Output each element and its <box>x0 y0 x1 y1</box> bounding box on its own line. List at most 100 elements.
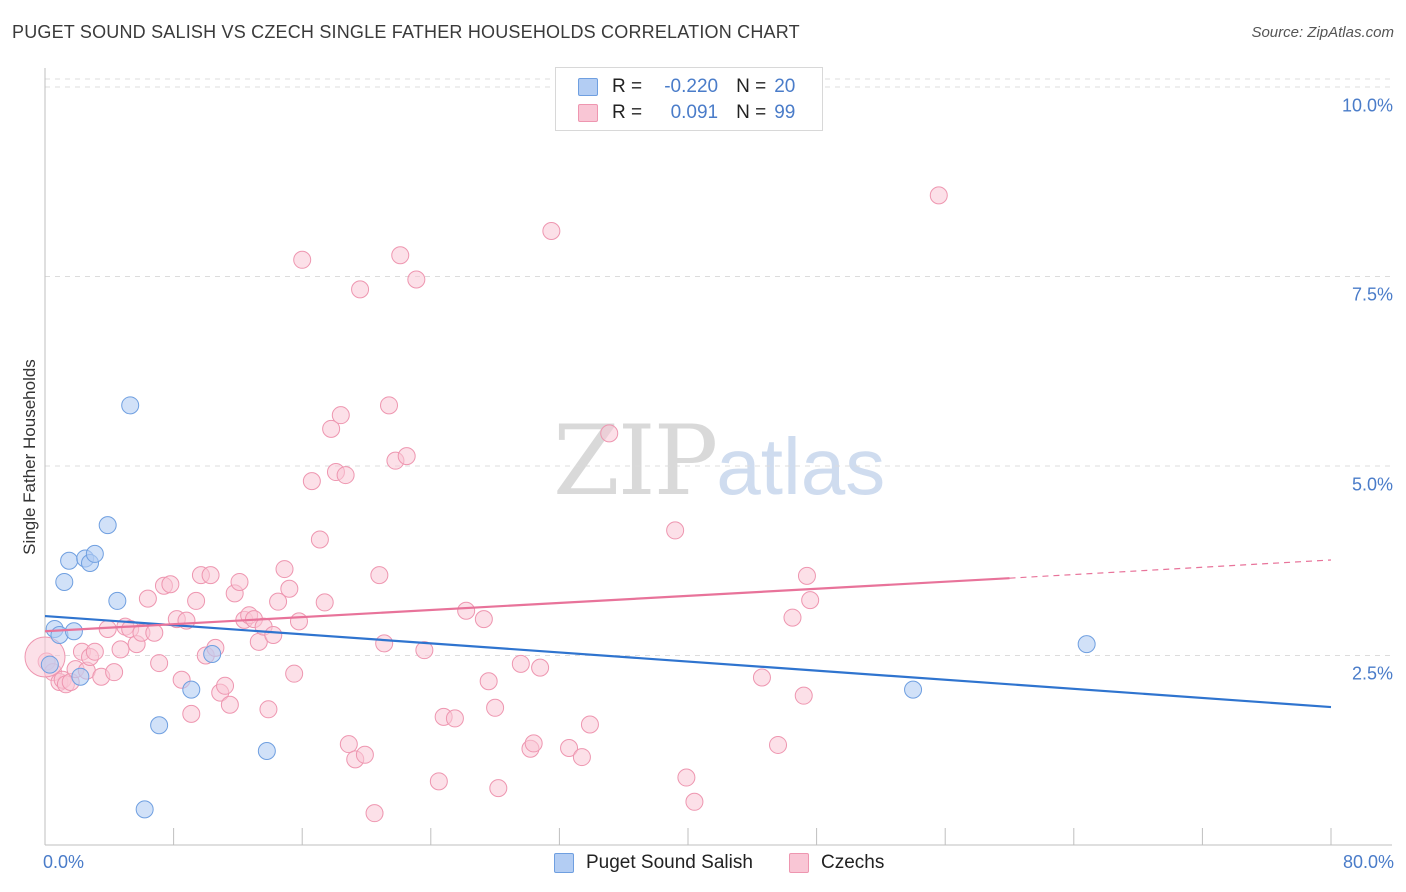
puget-sound-salish-point <box>121 396 140 415</box>
legend-n-label: N = <box>736 76 767 97</box>
x-tick-label-max: 80.0% <box>1342 852 1394 872</box>
y-tick-label: 10.0% <box>1341 95 1393 116</box>
czechs-point <box>216 676 235 695</box>
legend-row-puget-sound-salish: R = -0.220 N = 20 <box>578 75 795 99</box>
czechs-point <box>600 424 619 443</box>
czechs-point <box>685 792 704 811</box>
czechs-point <box>365 804 384 823</box>
czechs-point <box>391 246 410 265</box>
puget-sound-salish-trend-line <box>44 614 1332 709</box>
bottom-legend-swatch-pink <box>789 853 809 873</box>
puget-sound-salish-point <box>182 680 201 699</box>
czechs-point <box>145 623 164 642</box>
czechs-point <box>289 612 308 631</box>
czechs-point <box>293 250 312 269</box>
watermark-zip: ZIP <box>553 405 718 517</box>
czechs-point <box>315 593 334 612</box>
czechs-point <box>489 779 508 798</box>
czechs-point <box>302 472 321 491</box>
czechs-point <box>182 704 201 723</box>
czechs-point <box>339 735 358 754</box>
czechs-point <box>407 270 426 289</box>
puget-sound-salish-point <box>40 655 59 674</box>
puget-sound-salish-point <box>108 591 127 610</box>
chart-title: PUGET SOUND SALISH VS CZECH SINGLE FATHE… <box>12 22 800 42</box>
czechs-point <box>264 626 283 645</box>
trend-lines <box>44 559 1332 709</box>
czechs-point <box>336 466 355 485</box>
legend-r-label: R = <box>612 76 643 97</box>
czechs-point <box>666 521 685 540</box>
czechs-point <box>322 419 341 438</box>
czechs-point <box>794 686 813 705</box>
legend-swatch-pink <box>578 104 598 122</box>
puget-sound-salish-points <box>40 396 1096 819</box>
czechs-point <box>351 280 370 299</box>
y-tick-label: 5.0% <box>1351 474 1393 495</box>
czechs-point <box>445 709 464 728</box>
czechs-point <box>429 772 448 791</box>
puget-sound-salish-point <box>203 644 222 663</box>
watermark-atlas: atlas <box>716 422 886 511</box>
y-tick-label: 7.5% <box>1351 284 1393 305</box>
czechs-point <box>797 566 816 585</box>
czechs-point <box>355 745 374 764</box>
watermark: ZIPatlas <box>553 405 885 517</box>
legend-r-value: -0.220 <box>664 76 719 97</box>
czechs-point <box>150 654 169 673</box>
czechs-point <box>560 738 579 757</box>
czechs-point <box>783 608 802 627</box>
czechs-point <box>161 575 180 594</box>
czechs-point <box>801 591 820 610</box>
czechs-trend-line <box>44 577 1010 633</box>
czechs-point <box>677 768 696 787</box>
source-label: Source: ZipAtlas.com <box>1251 24 1394 41</box>
czechs-point <box>105 663 124 682</box>
czechs-point <box>752 668 771 687</box>
czechs-point <box>474 610 493 629</box>
czechs-point <box>457 601 476 620</box>
czechs-point <box>370 566 389 585</box>
czechs-point <box>201 566 220 585</box>
legend-n-value: 99 <box>774 102 796 123</box>
czechs-point <box>380 396 399 415</box>
puget-sound-salish-point <box>71 667 90 686</box>
czechs-point <box>486 698 505 717</box>
czechs-point <box>929 186 948 205</box>
bottom-legend-label: Czechs <box>821 852 885 873</box>
czechs-point <box>310 530 329 549</box>
czechs-point <box>220 695 239 714</box>
czechs-point <box>479 672 498 691</box>
bottom-legend-czechs: Czechs <box>789 852 884 874</box>
legend-n-label: N = <box>736 102 767 123</box>
czechs-point <box>769 735 788 754</box>
bottom-legend-puget-sound-salish: Puget Sound Salish <box>554 852 753 874</box>
y-tick-label: 2.5% <box>1351 663 1393 684</box>
x-tick-label-min: 0.0% <box>43 852 85 872</box>
czechs-point <box>511 654 530 673</box>
puget-sound-salish-point <box>60 551 79 570</box>
bottom-legend-swatch-blue <box>554 853 574 873</box>
czechs-point <box>285 664 304 683</box>
puget-sound-salish-point <box>257 742 276 761</box>
puget-sound-salish-point <box>1077 635 1096 654</box>
czechs-point <box>531 658 550 677</box>
legend-swatch-blue <box>578 78 598 96</box>
czechs-point <box>580 715 599 734</box>
czechs-point <box>415 641 434 660</box>
czechs-point <box>280 579 299 598</box>
legend-r-value: 0.091 <box>670 102 719 123</box>
czechs-trend-line-extension <box>1009 559 1332 579</box>
czechs-point <box>397 447 416 466</box>
czechs-point <box>269 592 288 611</box>
czechs-point <box>375 634 394 653</box>
legend-n-value: 20 <box>774 76 796 97</box>
grid-layer <box>45 78 1392 656</box>
puget-sound-salish-point <box>150 716 169 735</box>
puget-sound-salish-point <box>55 572 74 591</box>
czechs-point <box>572 748 591 767</box>
puget-sound-salish-point <box>135 800 154 819</box>
czechs-point <box>542 221 561 240</box>
legend-row-czechs: R = 0.091 N = 99 <box>578 101 795 125</box>
